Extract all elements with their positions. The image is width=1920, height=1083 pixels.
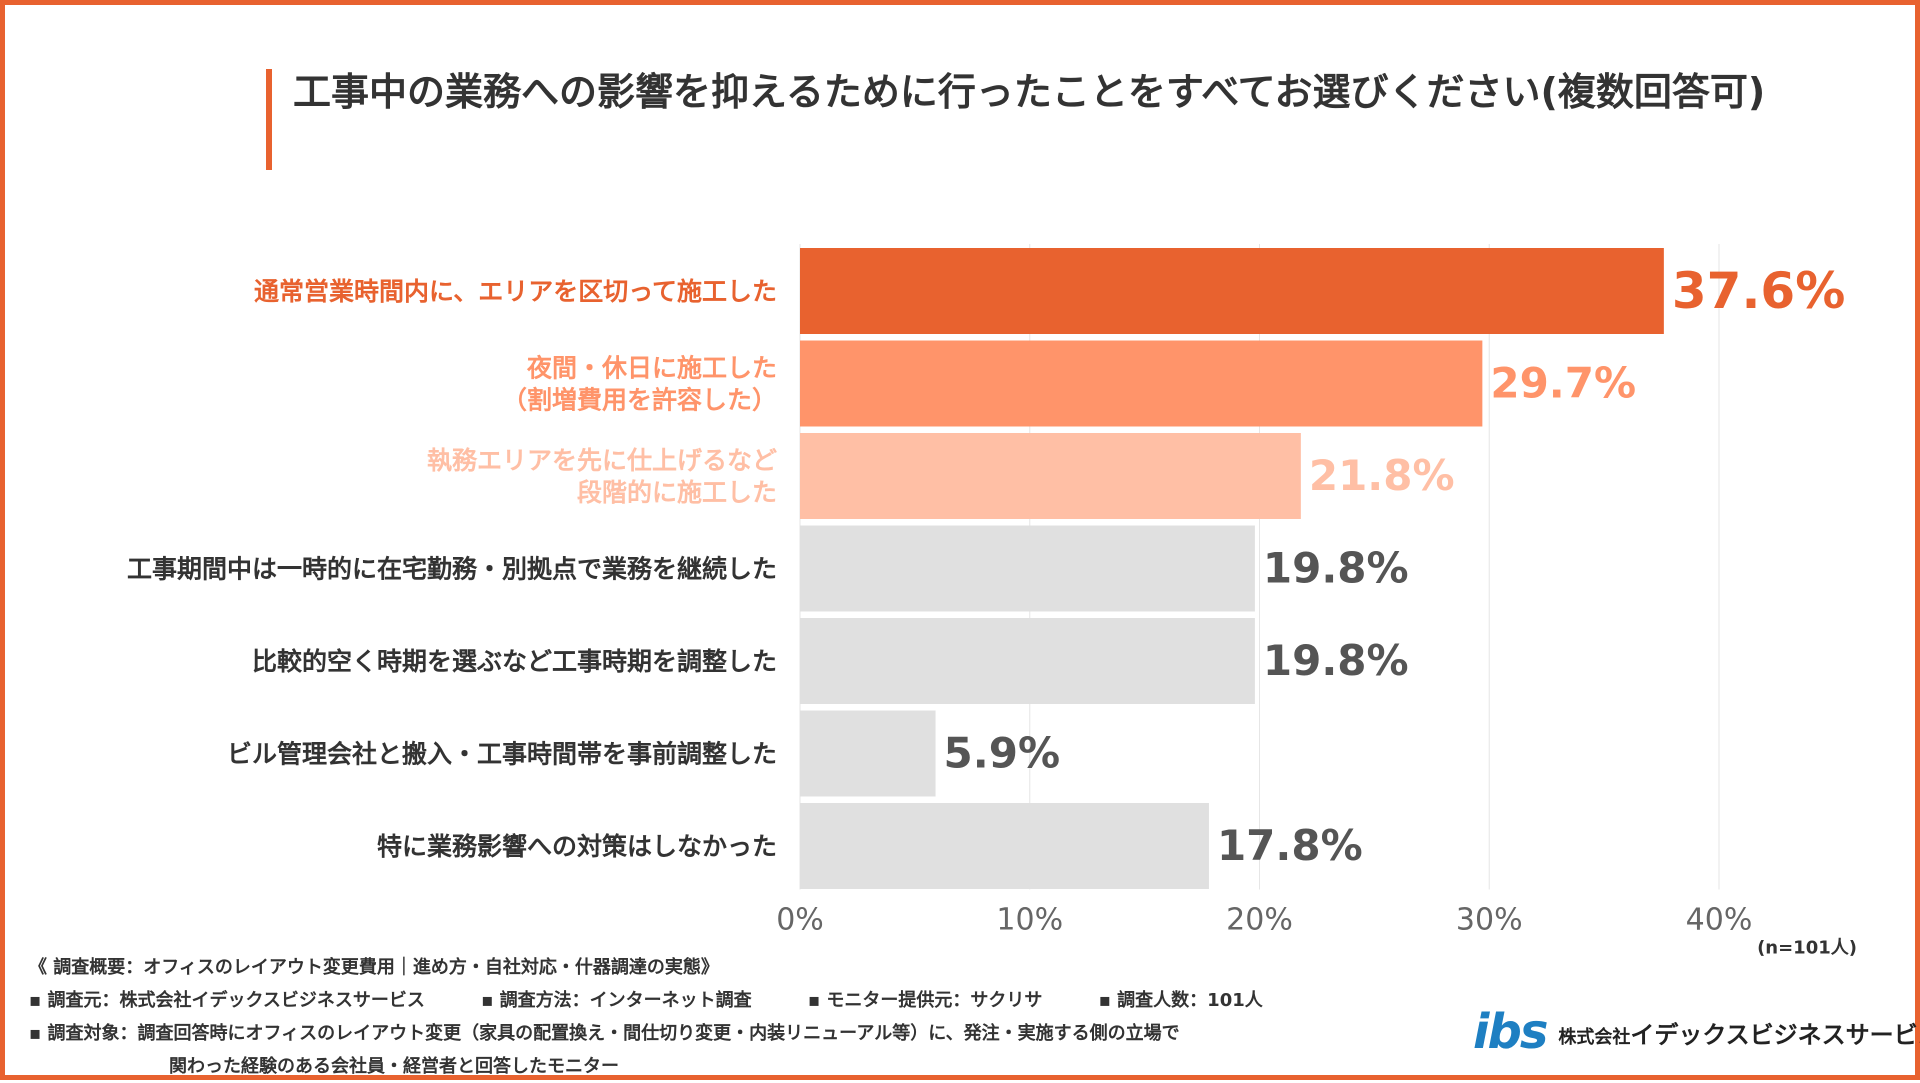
footer-provider: ▪ モニター提供元：サクリサ: [807, 990, 1043, 1011]
data-label: 19.8%: [1263, 636, 1409, 685]
ibs-logo-mark: ibs: [1473, 1004, 1548, 1060]
footer-target: ▪ 調査対象：調査回答時にオフィスのレイアウト変更（家具の配置換え・間仕切り変更…: [29, 1023, 1180, 1044]
chart-title: 工事中の業務への影響を抑えるために行ったことをすべてお選びください(複数回答可): [293, 70, 1766, 114]
company-prefix: 株式会社: [1558, 1026, 1631, 1048]
x-tick-label: 0%: [776, 903, 824, 938]
footer-target-cont: 関わった経験のある会社員・経営者と回答したモニター: [169, 1056, 619, 1077]
bar: [800, 433, 1301, 519]
x-tick-label: 10%: [996, 903, 1063, 938]
footer-source: ▪ 調査元：株式会社イデックスビジネスサービス: [29, 990, 425, 1011]
data-label: 37.6%: [1672, 262, 1845, 320]
data-label: 29.7%: [1490, 359, 1636, 408]
data-label: 5.9%: [944, 729, 1060, 778]
x-tick-label: 20%: [1226, 903, 1293, 938]
bar: [800, 340, 1483, 427]
data-label: 21.8%: [1309, 451, 1455, 500]
x-tick-label: 30%: [1456, 903, 1523, 938]
data-label: 19.8%: [1263, 544, 1409, 593]
bar: [800, 618, 1255, 704]
category-label: 段階的に施工した: [577, 478, 777, 507]
footer-summary: 《 調査概要：オフィスのレイアウト変更費用｜進め方・自社対応・什器調達の実態》: [29, 957, 719, 978]
category-label: 通常営業時間内に、エリアを区切って施工した: [254, 277, 777, 306]
bar: [800, 803, 1209, 889]
survey-footer: 《 調査概要：オフィスのレイアウト変更費用｜進め方・自社対応・什器調達の実態》 …: [29, 951, 1313, 1083]
bar: [800, 710, 936, 797]
category-label: 執務エリアを先に仕上げるなど: [427, 446, 777, 475]
footer-count: ▪ 調査人数：101人: [1098, 990, 1263, 1011]
bar: [800, 525, 1255, 612]
footer-details: ▪ 調査元：株式会社イデックスビジネスサービス ▪ 調査方法：インターネット調査…: [29, 984, 1313, 1017]
bar-chart: 0% 10% 20% 30% 40%(n=101人) 37.6% 通常営業時間内に、エリアを…: [127, 244, 1857, 959]
footer-method: ▪ 調査方法：インターネット調査: [481, 990, 752, 1011]
data-label: 17.8%: [1217, 821, 1363, 870]
title-accent-bar: [266, 69, 272, 170]
category-label: 夜間・休日に施工した: [526, 354, 777, 383]
category-label: （割増費用を許容した）: [502, 386, 777, 415]
bar: [800, 248, 1664, 334]
company-logo: ibs 株式会社イデックスビジネスサービス: [1473, 1008, 1920, 1056]
x-tick-label: 40%: [1686, 903, 1753, 938]
category-label: 特に業務影響への対策はしなかった: [377, 832, 777, 861]
company-name: 株式会社イデックスビジネスサービス: [1558, 1015, 1920, 1050]
sample-size-note: (n=101人): [1757, 938, 1857, 959]
category-label: 工事期間中は一時的に在宅勤務・別拠点で業務を継続した: [127, 555, 777, 584]
company-name-main: イデックスビジネスサービス: [1630, 1020, 1920, 1049]
category-label: ビル管理会社と搬入・工事時間帯を事前調整した: [227, 740, 777, 769]
category-label: 比較的空く時期を選ぶなど工事時期を調整した: [252, 647, 777, 676]
